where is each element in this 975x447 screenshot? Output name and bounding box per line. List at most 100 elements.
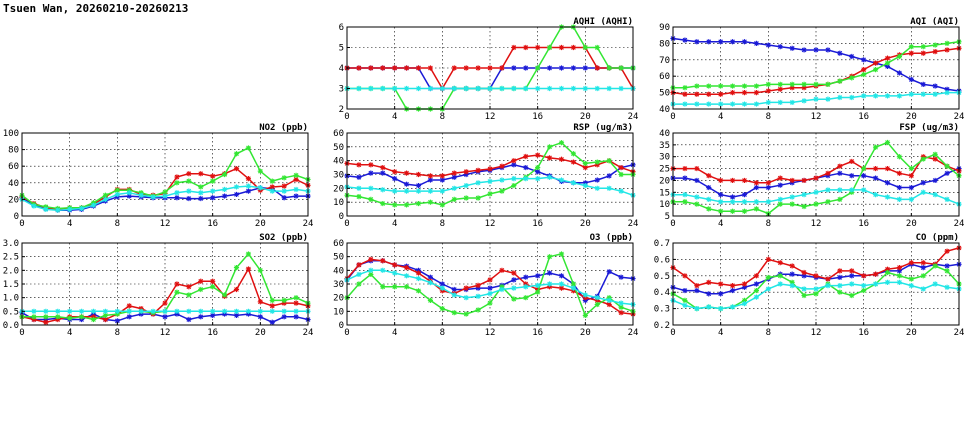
data-point-red (174, 281, 180, 287)
data-point-red (618, 164, 624, 171)
data-point-green (415, 288, 422, 294)
data-point-green (403, 202, 410, 208)
data-point-red (245, 266, 252, 272)
data-point-green (932, 151, 938, 157)
x-tick-label: 24 (628, 112, 639, 122)
data-point-cyan (570, 85, 577, 92)
data-point-green (558, 251, 565, 257)
data-point-green (777, 201, 783, 207)
data-point-cyan (380, 187, 386, 193)
x-tick-label: 12 (485, 112, 496, 122)
data-point-green (55, 314, 61, 320)
data-point-green (546, 44, 553, 51)
data-point-red (570, 44, 577, 51)
data-point-red (293, 176, 299, 183)
data-point-cyan (706, 101, 712, 107)
chart-title: NO2 (ppb) (259, 123, 308, 133)
y-tick-label: 60 (8, 162, 19, 172)
x-tick-label: 12 (485, 219, 496, 229)
data-point-blue (682, 287, 688, 294)
data-point-blue (849, 53, 855, 60)
data-point-cyan (546, 174, 553, 180)
data-point-cyan (67, 206, 73, 212)
x-tick-label: 16 (858, 219, 869, 229)
chart-no2: 0 4 8 12 16 20 24 0 20 40 60 80 100 NO2 (ppb) (3, 123, 314, 229)
data-point-blue (535, 169, 541, 175)
data-point-red (741, 281, 748, 287)
data-point-cyan (801, 98, 807, 104)
data-point-cyan (55, 308, 61, 314)
y-tick-label: 0.4 (654, 288, 670, 298)
data-point-cyan (920, 286, 926, 292)
data-point-cyan (741, 301, 748, 307)
data-point-blue (908, 184, 914, 191)
data-point-green (849, 75, 855, 81)
data-point-cyan (729, 101, 736, 107)
data-point-blue (741, 39, 748, 45)
data-point-green (114, 311, 120, 317)
data-point-green (706, 206, 712, 212)
x-tick-label: 16 (207, 219, 218, 229)
data-point-cyan (777, 196, 783, 202)
y-tick-label: 0.7 (654, 239, 670, 249)
y-tick-label: 60 (333, 239, 344, 249)
data-point-cyan (558, 281, 565, 287)
data-point-green (546, 254, 553, 260)
data-point-red (511, 44, 517, 51)
data-point-green (546, 144, 553, 150)
data-point-green (765, 274, 771, 281)
data-point-green (487, 300, 493, 306)
data-point-blue (765, 184, 771, 191)
data-point-green (245, 145, 252, 151)
data-point-green (380, 200, 386, 207)
chart-co: 0 4 8 12 16 20 24 0.2 0.3 0.4 0.5 0.6 0.7 CO (ppm) (654, 233, 965, 338)
data-point-cyan (245, 308, 252, 314)
grid (347, 243, 633, 325)
data-point-red (463, 169, 469, 175)
data-point-green (475, 195, 481, 201)
data-point-green (729, 83, 736, 89)
data-point-blue (451, 174, 457, 180)
data-point-blue (765, 42, 771, 48)
data-point-cyan (535, 85, 541, 92)
x-tick-label: 12 (160, 328, 171, 338)
data-point-blue (126, 314, 132, 320)
data-point-green (523, 295, 529, 301)
data-point-red (546, 155, 553, 161)
data-point-red (872, 60, 879, 66)
x-tick-label: 4 (392, 328, 397, 338)
data-point-blue (606, 269, 612, 275)
data-point-red (849, 158, 855, 165)
x-tick-label: 20 (906, 219, 917, 229)
data-point-blue (269, 319, 275, 325)
data-point-cyan (944, 284, 950, 290)
data-point-cyan (233, 308, 240, 314)
y-tick-label: 2.0 (3, 266, 19, 276)
data-point-blue (114, 318, 120, 324)
y-tick-label: 40 (8, 179, 19, 189)
data-point-red (451, 170, 457, 176)
data-point-blue (837, 274, 843, 281)
data-point-cyan (753, 294, 760, 300)
data-point-cyan (403, 273, 410, 279)
data-point-green (511, 182, 517, 189)
data-point-cyan (392, 85, 398, 92)
y-tick-label: 50 (333, 253, 344, 263)
data-point-blue (380, 170, 386, 176)
data-point-green (269, 178, 275, 184)
data-point-red (706, 279, 712, 285)
data-point-red (392, 169, 398, 175)
data-point-blue (281, 195, 287, 201)
data-point-red (427, 173, 434, 179)
data-point-green (233, 265, 240, 271)
data-point-red (861, 273, 867, 279)
data-point-green (718, 83, 724, 89)
data-point-red (765, 88, 771, 94)
series-blue (670, 35, 962, 94)
data-point-green (535, 289, 541, 295)
data-point-red (499, 65, 505, 71)
data-point-cyan (535, 176, 541, 182)
chart-o3: 0 4 8 12 16 20 24 0 10 20 30 40 50 60 O3 (ppb) (333, 233, 638, 338)
data-point-cyan (837, 187, 843, 193)
data-point-green (356, 194, 362, 200)
